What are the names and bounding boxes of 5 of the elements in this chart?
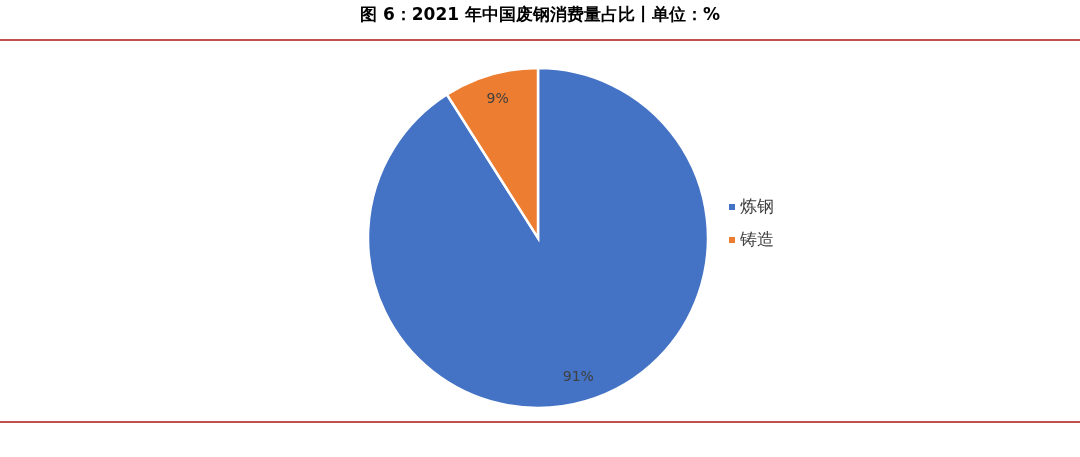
chart-title: 图 6：2021 年中国废钢消费量占比丨单位：% [359, 4, 721, 24]
data-label: 9% [486, 90, 509, 107]
legend-label: 铸造 [739, 229, 774, 249]
data-label: 91% [562, 367, 594, 384]
legend-label: 炼钢 [740, 196, 774, 216]
